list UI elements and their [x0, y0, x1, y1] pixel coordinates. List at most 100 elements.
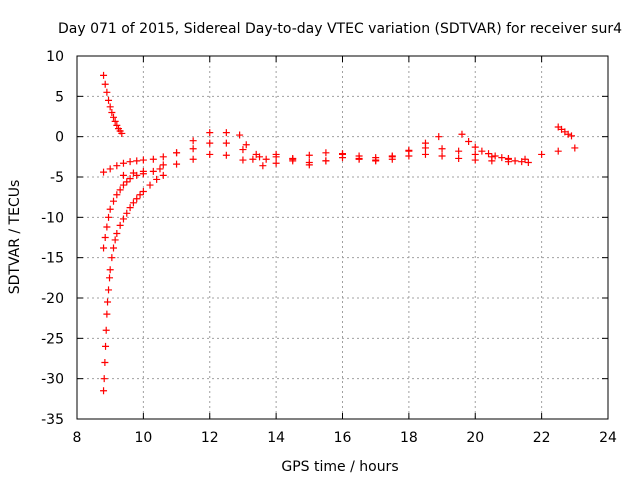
- data-point: [322, 149, 330, 157]
- y-tick-label: -20: [41, 291, 64, 307]
- data-point: [113, 162, 121, 170]
- data-point: [153, 175, 161, 183]
- data-point: [156, 165, 164, 173]
- data-point: [189, 155, 197, 163]
- data-point: [126, 204, 134, 212]
- data-point: [101, 234, 109, 241]
- data-point: [133, 157, 141, 165]
- data-point: [289, 154, 297, 162]
- data-point: [106, 165, 114, 173]
- x-tick-label: 8: [73, 430, 82, 446]
- data-point: [159, 161, 167, 169]
- series-track-a-decay: [100, 71, 126, 137]
- data-point: [538, 150, 546, 158]
- data-point: [256, 153, 264, 161]
- data-point: [305, 158, 313, 166]
- data-point: [471, 143, 479, 151]
- data-point: [564, 130, 572, 138]
- data-point: [458, 130, 466, 138]
- data-point: [455, 154, 463, 162]
- data-point: [100, 71, 108, 79]
- data-point: [435, 133, 443, 141]
- data-point: [491, 152, 499, 160]
- data-point: [103, 88, 111, 96]
- data-point: [421, 144, 429, 152]
- data-point: [478, 147, 486, 155]
- data-point: [111, 117, 119, 125]
- data-point: [438, 152, 446, 160]
- data-point: [106, 205, 114, 213]
- data-point: [249, 155, 257, 163]
- data-point: [102, 342, 110, 350]
- data-point: [123, 209, 131, 217]
- series-track-b-steep: [100, 171, 167, 395]
- data-point: [103, 310, 111, 318]
- data-point: [524, 158, 532, 166]
- data-point: [259, 162, 267, 170]
- data-point: [189, 145, 197, 153]
- data-point: [100, 387, 108, 395]
- data-point: [488, 157, 496, 165]
- data-point: [405, 152, 413, 160]
- data-point: [123, 178, 131, 186]
- data-point: [139, 156, 147, 164]
- data-point: [518, 158, 526, 166]
- x-axis-label: GPS time / hours: [281, 459, 398, 475]
- data-point: [421, 150, 429, 158]
- data-point: [126, 175, 134, 183]
- grid-layer: [77, 56, 608, 419]
- data-point: [149, 155, 157, 163]
- data-point: [567, 132, 575, 140]
- data-point: [133, 195, 141, 203]
- chart-title: Day 071 of 2015, Sidereal Day-to-day VTE…: [58, 21, 622, 37]
- data-point: [108, 254, 116, 262]
- data-point: [116, 186, 124, 194]
- data-point: [118, 129, 126, 137]
- data-point: [236, 131, 244, 139]
- data-point: [305, 151, 313, 159]
- data-point: [119, 171, 127, 179]
- data-point: [111, 236, 119, 244]
- plot-border: [76, 55, 609, 420]
- data-point: [136, 191, 144, 199]
- data-point: [110, 197, 118, 205]
- data-point: [106, 274, 114, 282]
- marks-layer: [100, 71, 579, 395]
- data-point: [571, 144, 579, 152]
- y-tick-label: -35: [41, 412, 64, 428]
- data-point: [126, 158, 134, 166]
- data-point: [102, 326, 110, 334]
- x-tick-label: 24: [599, 430, 617, 446]
- series-track-e-mid: [119, 144, 579, 179]
- data-point: [206, 139, 214, 147]
- data-point: [113, 121, 121, 129]
- data-point: [471, 156, 479, 164]
- x-tick-label: 16: [334, 430, 352, 446]
- series-track-f-late: [458, 130, 532, 166]
- data-point: [101, 80, 109, 88]
- data-point: [242, 141, 250, 149]
- y-tick-label: -5: [50, 170, 64, 186]
- data-point: [100, 375, 108, 383]
- data-point: [455, 147, 463, 155]
- data-point: [101, 359, 109, 367]
- data-point: [146, 181, 154, 189]
- y-tick-label: 5: [55, 89, 64, 105]
- series-track-g-end: [554, 123, 575, 140]
- data-point: [438, 145, 446, 153]
- data-point: [139, 167, 147, 175]
- y-tick-label: -25: [41, 331, 64, 347]
- y-tick-label: -10: [41, 210, 64, 226]
- data-point: [465, 138, 473, 146]
- data-point: [206, 129, 214, 137]
- data-point: [388, 155, 396, 163]
- data-point: [189, 137, 197, 145]
- data-point: [173, 149, 181, 157]
- data-point: [504, 155, 512, 163]
- data-point: [498, 154, 506, 162]
- data-point: [105, 96, 113, 104]
- data-point: [554, 147, 562, 155]
- x-tick-label: 22: [533, 430, 551, 446]
- data-point: [222, 151, 230, 159]
